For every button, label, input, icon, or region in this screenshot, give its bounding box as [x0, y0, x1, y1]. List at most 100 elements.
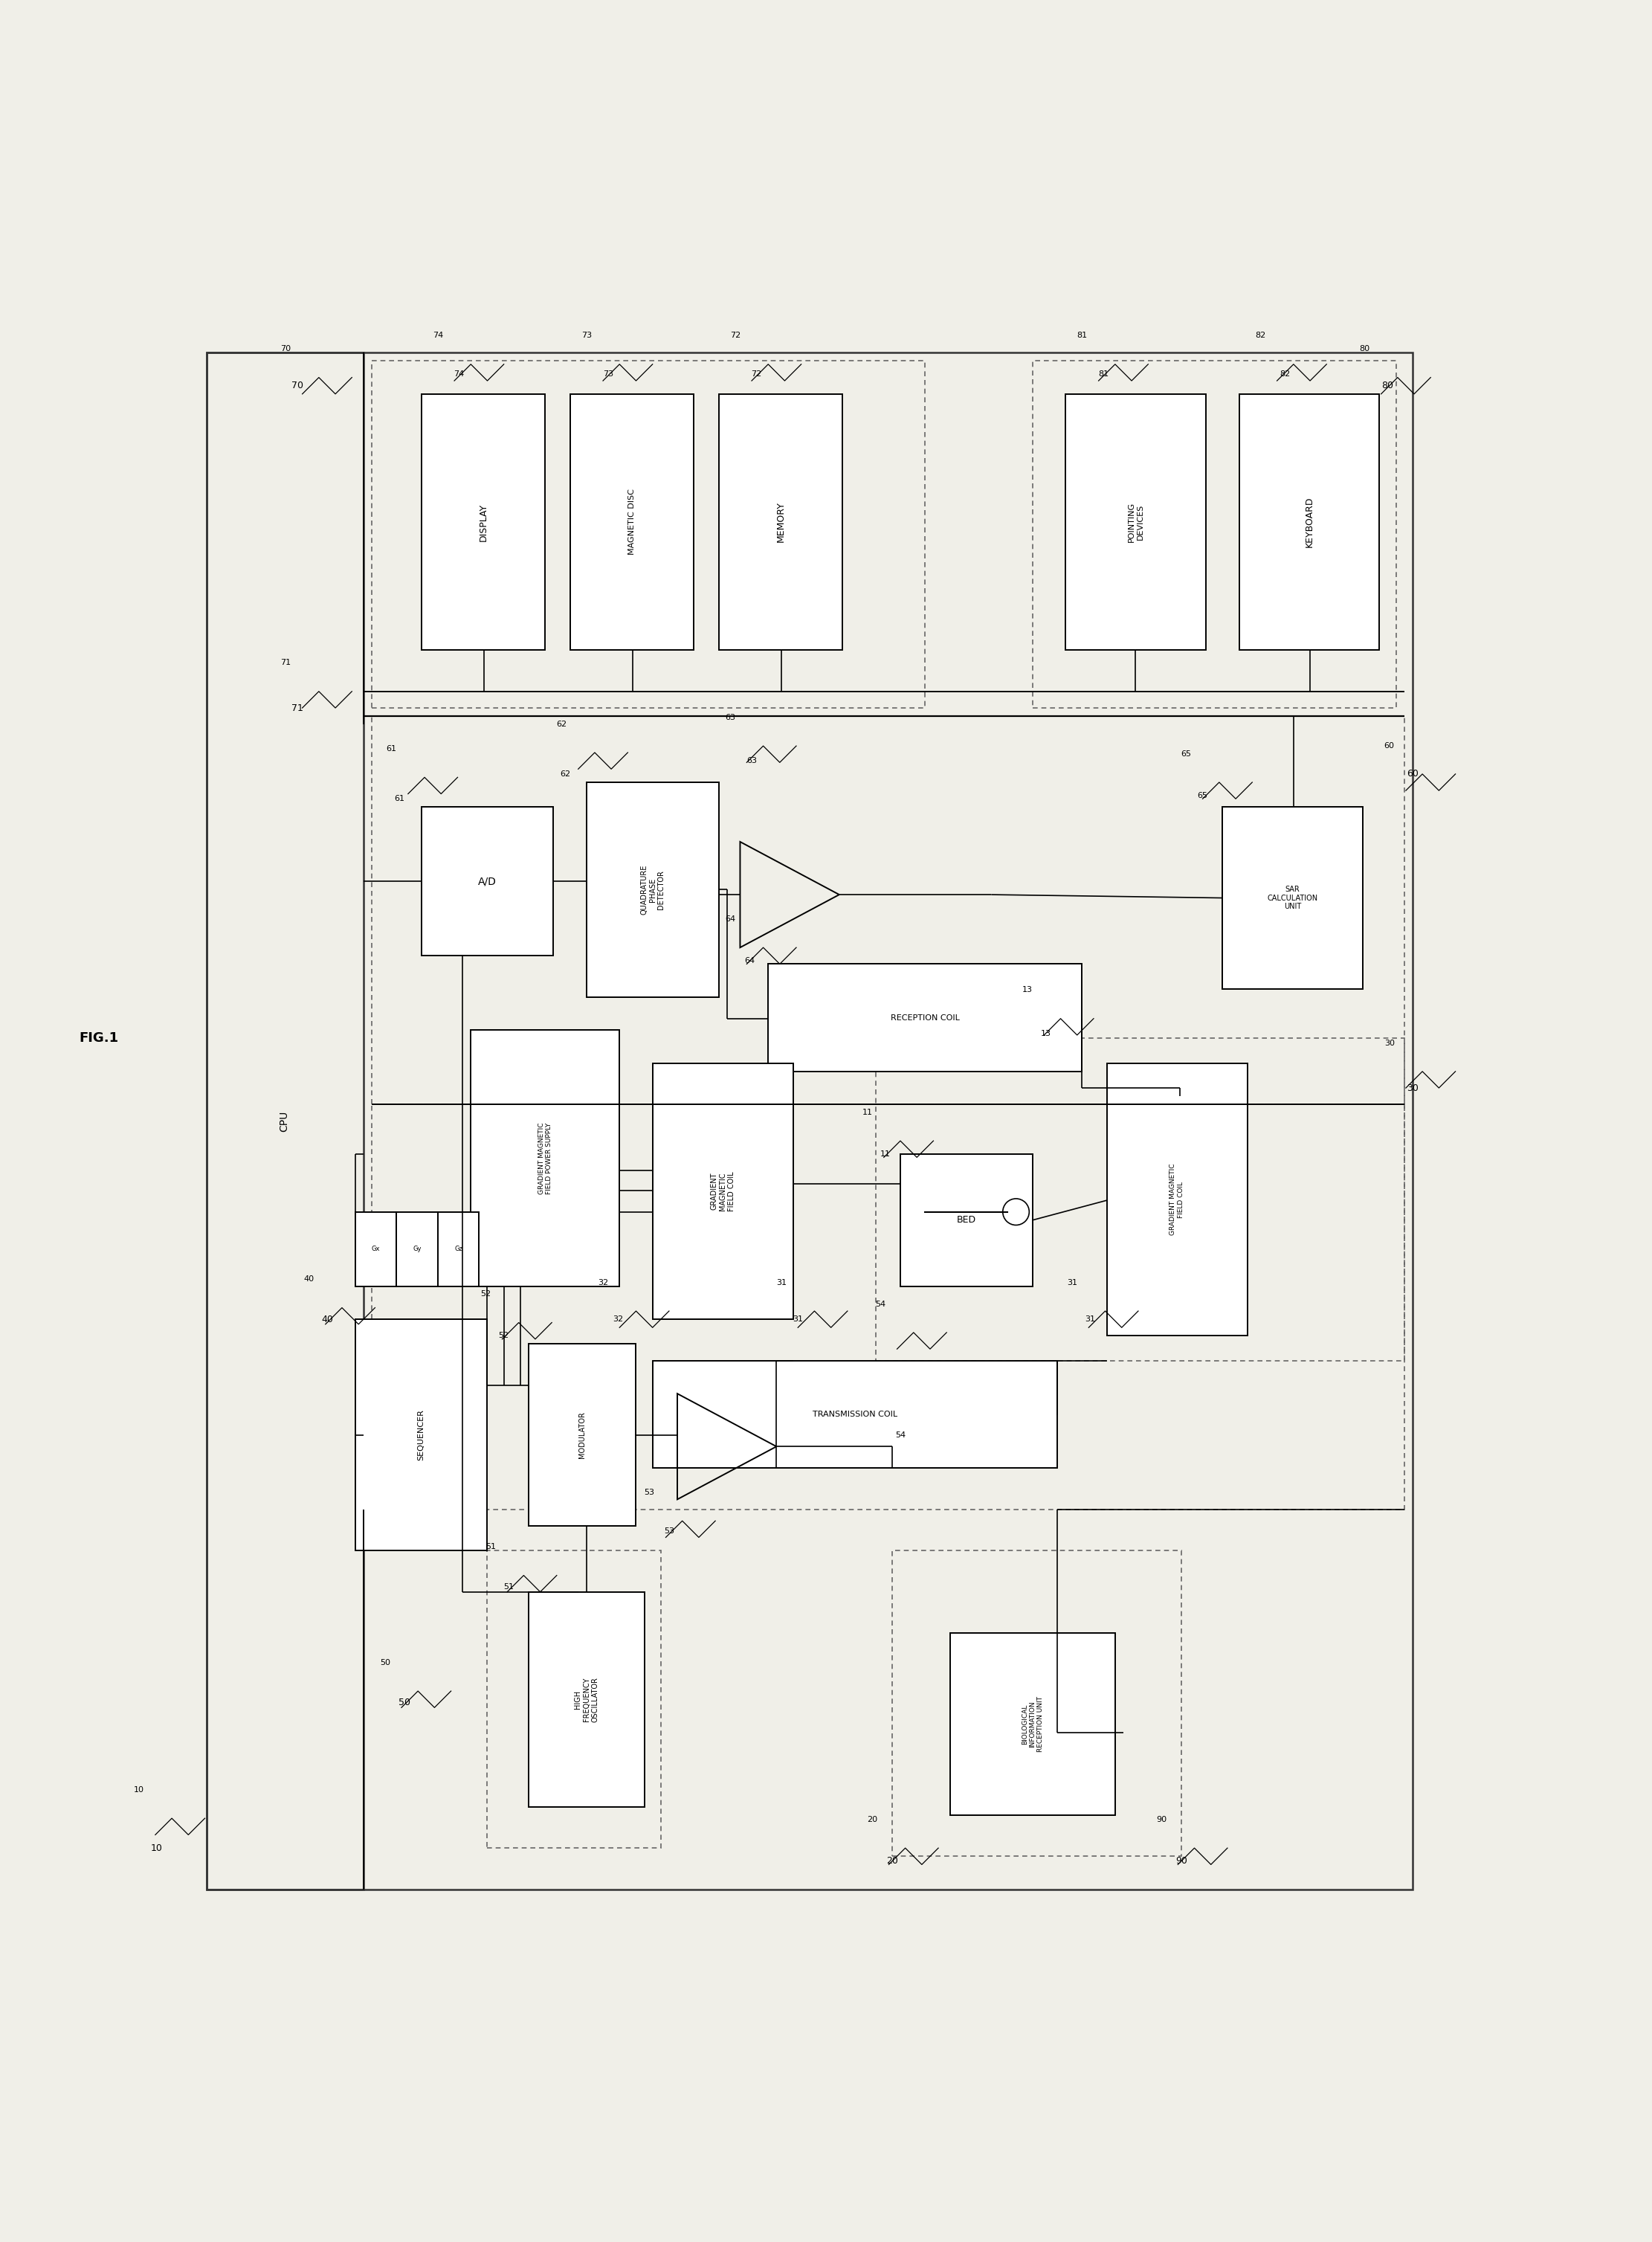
- Text: 11: 11: [862, 1108, 872, 1117]
- Text: KEYBOARD: KEYBOARD: [1305, 495, 1313, 547]
- Text: SAR
CALCULATION
UNIT: SAR CALCULATION UNIT: [1267, 886, 1318, 910]
- Text: Gz: Gz: [454, 1247, 463, 1253]
- Text: 11: 11: [881, 1150, 890, 1157]
- Text: 64: 64: [725, 915, 735, 924]
- Text: Gy: Gy: [413, 1247, 421, 1253]
- Text: 73: 73: [582, 332, 591, 339]
- Text: 82: 82: [1280, 370, 1290, 379]
- Text: FIG.1: FIG.1: [79, 1031, 119, 1045]
- Text: 74: 74: [454, 370, 464, 379]
- FancyBboxPatch shape: [421, 807, 553, 955]
- Text: 32: 32: [613, 1316, 623, 1323]
- Text: A/D: A/D: [477, 877, 497, 886]
- FancyBboxPatch shape: [1239, 395, 1379, 650]
- FancyBboxPatch shape: [355, 1318, 487, 1551]
- Text: DISPLAY: DISPLAY: [479, 502, 487, 540]
- Text: 50: 50: [380, 1659, 390, 1666]
- FancyBboxPatch shape: [900, 1155, 1032, 1287]
- FancyBboxPatch shape: [653, 1063, 793, 1318]
- Text: 70: 70: [281, 345, 291, 352]
- Text: TRANSMISSION COIL: TRANSMISSION COIL: [813, 1410, 897, 1417]
- Text: 20: 20: [867, 1816, 877, 1823]
- Text: QUADRATURE
PHASE
DETECTOR: QUADRATURE PHASE DETECTOR: [641, 865, 664, 915]
- Text: 10: 10: [150, 1843, 164, 1852]
- Text: 53: 53: [664, 1527, 674, 1534]
- Text: 73: 73: [603, 370, 613, 379]
- Text: MEMORY: MEMORY: [776, 502, 785, 543]
- Text: 74: 74: [433, 332, 443, 339]
- Text: 65: 65: [1181, 751, 1191, 758]
- Text: 80: 80: [1360, 345, 1370, 352]
- Text: BED: BED: [957, 1215, 976, 1224]
- FancyBboxPatch shape: [438, 1213, 479, 1287]
- Text: 64: 64: [745, 957, 755, 964]
- Text: 31: 31: [776, 1278, 786, 1287]
- Text: 62: 62: [560, 771, 570, 778]
- Text: 40: 40: [320, 1314, 334, 1325]
- Text: HIGH
FREQUENCY
OSCILLATOR: HIGH FREQUENCY OSCILLATOR: [575, 1677, 598, 1722]
- Text: 82: 82: [1256, 332, 1265, 339]
- Text: BIOLOGICAL
INFORMATION
RECEPTION UNIT: BIOLOGICAL INFORMATION RECEPTION UNIT: [1021, 1697, 1044, 1751]
- Text: 54: 54: [895, 1430, 905, 1439]
- Text: 51: 51: [504, 1583, 514, 1590]
- Text: 71: 71: [291, 704, 304, 713]
- Text: 40: 40: [304, 1276, 314, 1282]
- FancyBboxPatch shape: [421, 395, 545, 650]
- Text: Gx: Gx: [372, 1247, 380, 1253]
- Text: CPU: CPU: [279, 1110, 289, 1132]
- Text: 60: 60: [1384, 742, 1394, 749]
- Text: 30: 30: [1406, 1083, 1419, 1092]
- Text: 30: 30: [1384, 1040, 1394, 1047]
- FancyBboxPatch shape: [719, 395, 843, 650]
- Text: 90: 90: [1156, 1816, 1166, 1823]
- Text: 70: 70: [291, 381, 304, 390]
- Text: 80: 80: [1381, 381, 1394, 390]
- Text: 60: 60: [1406, 769, 1419, 778]
- Text: 61: 61: [395, 796, 405, 803]
- Text: 65: 65: [1198, 791, 1208, 798]
- Text: 72: 72: [730, 332, 740, 339]
- FancyBboxPatch shape: [529, 1592, 644, 1807]
- Text: 32: 32: [598, 1278, 608, 1287]
- Text: SEQUENCER: SEQUENCER: [418, 1410, 425, 1460]
- Text: 63: 63: [725, 713, 735, 722]
- Text: 72: 72: [752, 370, 762, 379]
- FancyBboxPatch shape: [1222, 807, 1363, 989]
- Text: 20: 20: [885, 1856, 899, 1865]
- FancyBboxPatch shape: [396, 1213, 438, 1287]
- Text: GRADIENT MAGNETIC
FIELD POWER SUPPLY: GRADIENT MAGNETIC FIELD POWER SUPPLY: [539, 1123, 552, 1195]
- Text: 13: 13: [1023, 986, 1032, 993]
- Text: 71: 71: [281, 659, 291, 666]
- Text: GRADIENT
MAGNETIC
FIELD COIL: GRADIENT MAGNETIC FIELD COIL: [710, 1170, 735, 1211]
- Text: MAGNETIC DISC: MAGNETIC DISC: [628, 489, 636, 556]
- Text: 31: 31: [793, 1316, 803, 1323]
- FancyBboxPatch shape: [471, 1029, 620, 1287]
- FancyBboxPatch shape: [1107, 1063, 1247, 1336]
- Text: 61: 61: [387, 744, 396, 753]
- Text: 51: 51: [486, 1542, 496, 1551]
- Text: 50: 50: [398, 1697, 411, 1708]
- FancyBboxPatch shape: [355, 1213, 396, 1287]
- FancyBboxPatch shape: [586, 782, 719, 998]
- FancyBboxPatch shape: [570, 395, 694, 650]
- Text: 31: 31: [1085, 1316, 1095, 1323]
- Text: MODULATOR: MODULATOR: [578, 1412, 586, 1457]
- FancyBboxPatch shape: [950, 1632, 1115, 1816]
- Text: 10: 10: [134, 1787, 144, 1794]
- Text: RECEPTION COIL: RECEPTION COIL: [890, 1013, 960, 1022]
- Text: 90: 90: [1175, 1856, 1188, 1865]
- FancyBboxPatch shape: [529, 1343, 636, 1527]
- Text: 63: 63: [747, 758, 757, 765]
- Text: 81: 81: [1077, 332, 1087, 339]
- Text: 31: 31: [1067, 1278, 1077, 1287]
- FancyBboxPatch shape: [653, 1361, 1057, 1469]
- Text: 53: 53: [644, 1489, 654, 1495]
- Text: GRADIENT MAGNETIC
FIELD COIL: GRADIENT MAGNETIC FIELD COIL: [1170, 1164, 1184, 1235]
- Text: 81: 81: [1099, 370, 1108, 379]
- Text: 54: 54: [876, 1300, 885, 1307]
- FancyBboxPatch shape: [1066, 395, 1206, 650]
- Text: POINTING
DEVICES: POINTING DEVICES: [1128, 502, 1143, 543]
- Text: 62: 62: [557, 720, 567, 729]
- Text: 52: 52: [499, 1332, 509, 1338]
- Text: 13: 13: [1041, 1029, 1051, 1038]
